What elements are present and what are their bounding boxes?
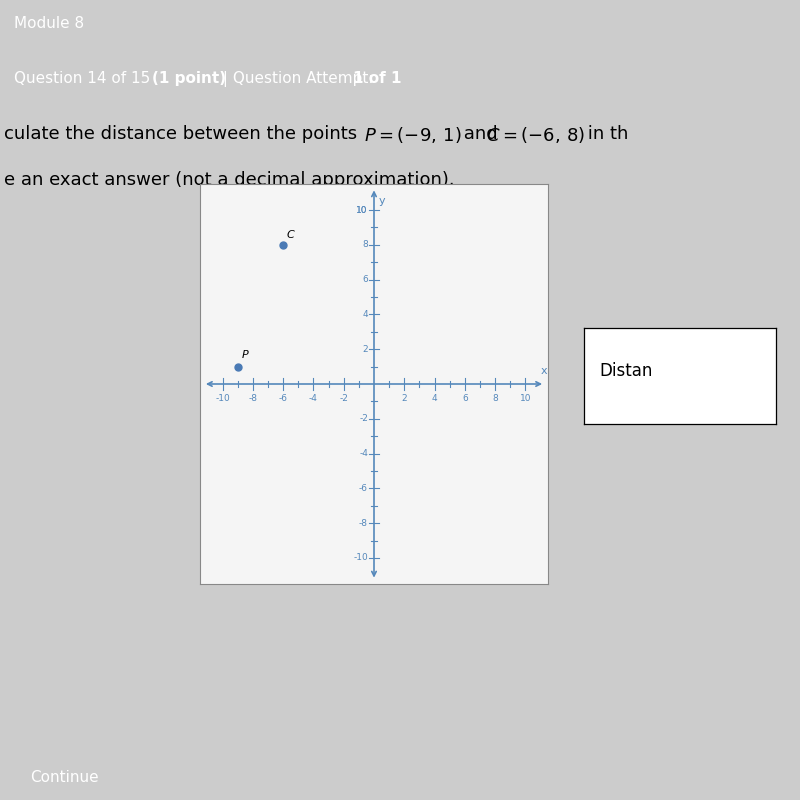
Text: 8: 8: [492, 394, 498, 403]
Text: -10: -10: [215, 394, 230, 403]
Text: 10: 10: [357, 206, 368, 214]
Text: e an exact answer (not a decimal approximation).: e an exact answer (not a decimal approxi…: [4, 171, 454, 189]
Text: $C=(-6,\,8)$: $C=(-6,\,8)$: [486, 125, 586, 145]
Text: 1 of 1: 1 of 1: [353, 70, 402, 86]
Text: -2: -2: [359, 414, 368, 423]
Text: Distan: Distan: [599, 362, 653, 380]
Text: Question 14 of 15: Question 14 of 15: [14, 70, 155, 86]
Text: -4: -4: [309, 394, 318, 403]
Text: -4: -4: [359, 449, 368, 458]
Text: and: and: [458, 125, 504, 143]
Text: -8: -8: [249, 394, 258, 403]
Text: -6: -6: [359, 484, 368, 493]
Text: Module 8: Module 8: [14, 15, 85, 30]
Text: 10: 10: [357, 206, 368, 214]
Text: -6: -6: [278, 394, 288, 403]
Text: | Question Attempt:: | Question Attempt:: [218, 70, 378, 86]
Text: 10: 10: [519, 394, 531, 403]
Text: 4: 4: [432, 394, 438, 403]
Text: (1 point): (1 point): [152, 70, 226, 86]
Text: 4: 4: [362, 310, 368, 319]
Text: 2: 2: [362, 345, 368, 354]
Text: x: x: [541, 366, 547, 376]
Text: y: y: [378, 196, 385, 206]
Text: -2: -2: [339, 394, 348, 403]
Text: 6: 6: [462, 394, 468, 403]
Text: $P=(-9,\,1)$: $P=(-9,\,1)$: [364, 125, 462, 145]
Text: P: P: [242, 350, 248, 360]
Text: 2: 2: [402, 394, 407, 403]
Text: -8: -8: [359, 518, 368, 528]
Text: 6: 6: [362, 275, 368, 284]
Text: in th: in th: [582, 125, 628, 143]
Text: C: C: [287, 230, 294, 240]
Text: 8: 8: [362, 240, 368, 250]
Text: -10: -10: [353, 554, 368, 562]
Text: culate the distance between the points: culate the distance between the points: [4, 125, 363, 143]
Text: Continue: Continue: [30, 770, 98, 786]
